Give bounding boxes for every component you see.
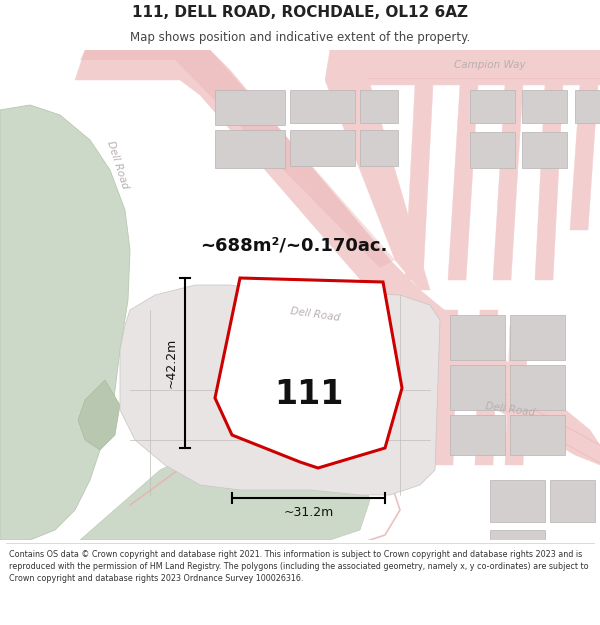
- Polygon shape: [570, 85, 598, 230]
- Bar: [510, 365, 565, 410]
- Polygon shape: [325, 50, 430, 290]
- Polygon shape: [448, 85, 478, 280]
- Text: 111, DELL ROAD, ROCHDALE, OL12 6AZ: 111, DELL ROAD, ROCHDALE, OL12 6AZ: [132, 5, 468, 20]
- Polygon shape: [505, 325, 528, 465]
- Polygon shape: [215, 278, 402, 468]
- Polygon shape: [535, 85, 563, 280]
- Bar: [360, 90, 398, 123]
- Bar: [215, 90, 285, 125]
- Bar: [450, 365, 505, 410]
- Text: 111: 111: [275, 378, 344, 411]
- Bar: [450, 315, 505, 360]
- Bar: [522, 90, 567, 123]
- Polygon shape: [75, 50, 420, 305]
- Polygon shape: [405, 85, 433, 280]
- Text: Contains OS data © Crown copyright and database right 2021. This information is : Contains OS data © Crown copyright and d…: [9, 550, 589, 582]
- Bar: [470, 90, 515, 123]
- Bar: [290, 90, 355, 123]
- Bar: [470, 132, 515, 168]
- Polygon shape: [330, 50, 600, 85]
- Bar: [290, 130, 355, 166]
- Bar: [550, 480, 595, 522]
- Bar: [575, 90, 600, 123]
- Polygon shape: [475, 310, 498, 465]
- Bar: [360, 130, 398, 166]
- Bar: [490, 530, 545, 545]
- Polygon shape: [120, 285, 440, 495]
- Polygon shape: [493, 85, 523, 280]
- Bar: [510, 315, 565, 360]
- Text: ~42.2m: ~42.2m: [164, 338, 178, 388]
- Polygon shape: [78, 380, 120, 450]
- Polygon shape: [0, 105, 130, 540]
- Polygon shape: [80, 435, 370, 540]
- Bar: [450, 415, 505, 455]
- Bar: [215, 130, 285, 168]
- Bar: [510, 415, 565, 455]
- Text: Dell Road: Dell Road: [106, 139, 130, 191]
- Polygon shape: [80, 50, 395, 268]
- Bar: [522, 132, 567, 168]
- Text: ~688m²/~0.170ac.: ~688m²/~0.170ac.: [200, 236, 388, 254]
- Polygon shape: [435, 310, 458, 465]
- Text: Dell Road: Dell Road: [290, 307, 340, 323]
- Bar: [490, 480, 545, 522]
- Polygon shape: [350, 290, 600, 465]
- Text: Campion Way: Campion Way: [454, 60, 526, 70]
- Text: Dell Road: Dell Road: [485, 402, 535, 418]
- Text: Map shows position and indicative extent of the property.: Map shows position and indicative extent…: [130, 31, 470, 44]
- Text: ~31.2m: ~31.2m: [283, 506, 334, 519]
